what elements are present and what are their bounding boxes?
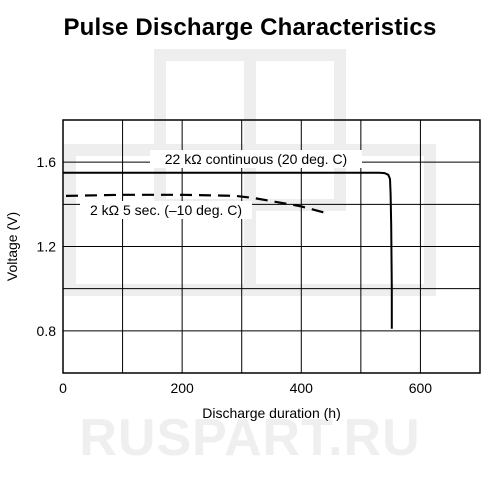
series-line-0 [63,171,393,329]
y-tick-label: 1.2 [37,239,57,255]
x-tick-label: 0 [59,380,67,396]
x-tick-label: 200 [170,380,194,396]
watermark: RUSPART.RU [79,409,421,467]
tick-labels: 0 200 400 600 0.8 1.2 1.6 [37,154,433,396]
y-tick-label: 1.6 [37,154,57,170]
series-layer [63,171,393,329]
y-axis-label: Voltage (V) [4,212,20,281]
series-label-continuous: 22 kΩ continuous (20 deg. C) [165,151,347,167]
series-label-bg [80,201,252,219]
x-tick-label: 400 [290,380,314,396]
series-label-bg [150,150,362,168]
chart-title: Pulse Discharge Characteristics [63,14,437,41]
series-line-1 [65,193,326,214]
y-tick-label: 0.8 [37,323,57,339]
x-axis-label: Discharge duration (h) [202,405,341,421]
series-label-pulse: 2 kΩ 5 sec. (–10 deg. C) [90,202,242,218]
plot-frame [62,119,481,374]
x-tick-label: 600 [409,380,433,396]
